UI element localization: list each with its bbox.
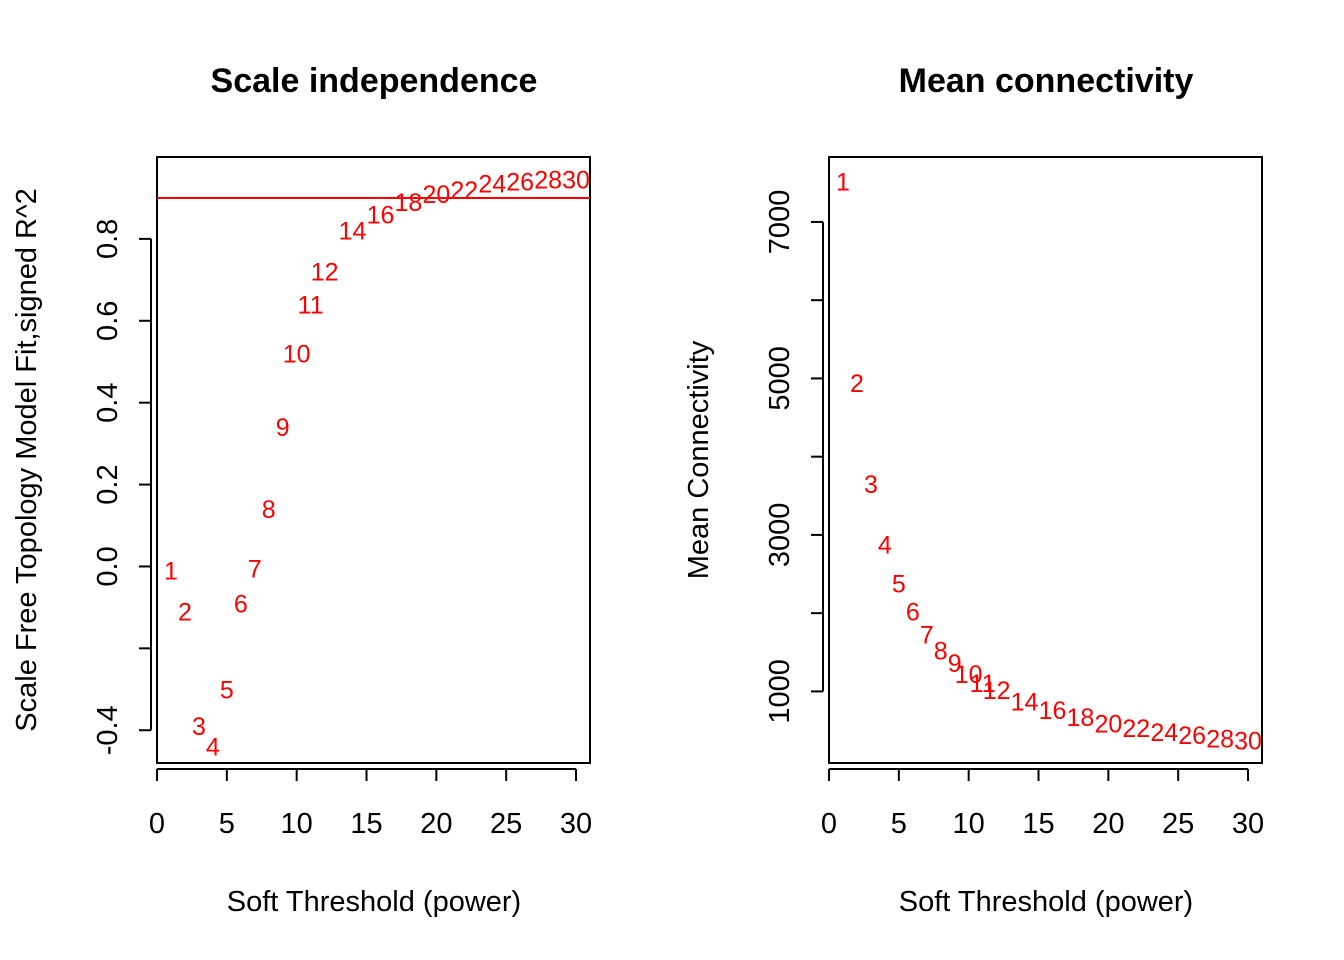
data-point-label: 26: [506, 169, 534, 197]
data-point-label: 7: [920, 621, 934, 649]
y-tick-label: 0.8: [92, 219, 124, 259]
x-tick-label: 0: [149, 808, 165, 840]
x-tick-label: 25: [1162, 808, 1194, 840]
data-point-label: 9: [948, 650, 962, 678]
data-point-label: 30: [562, 167, 590, 195]
y-tick-label: 3000: [764, 503, 796, 568]
data-point-label: 26: [1178, 722, 1206, 750]
data-point-label: 20: [422, 181, 450, 209]
x-tick-label: 30: [560, 808, 592, 840]
y-tick-label: 7000: [764, 190, 796, 255]
data-point-label: 8: [934, 638, 948, 666]
x-tick-label: 15: [1022, 808, 1054, 840]
data-point-label: 8: [262, 496, 276, 524]
x-tick-label: 0: [821, 808, 837, 840]
x-tick-label: 5: [219, 808, 235, 840]
x-tick-label: 10: [281, 808, 313, 840]
data-point-label: 6: [234, 590, 248, 618]
data-point-label: 28: [534, 167, 562, 195]
data-point-label: 2: [178, 599, 192, 627]
data-point-label: 7: [248, 556, 262, 584]
data-point-label: 22: [450, 177, 478, 205]
data-point-label: 14: [1011, 689, 1039, 717]
data-point-label: 2: [850, 370, 864, 398]
x-tick-label: 15: [350, 808, 382, 840]
data-point-label: 9: [276, 414, 290, 442]
data-point-label: 14: [339, 218, 367, 246]
data-point-label: 5: [892, 570, 906, 598]
x-tick-label: 10: [953, 808, 985, 840]
x-tick-label: 20: [1092, 808, 1124, 840]
data-point-label: 16: [1039, 697, 1067, 725]
plot-frame: [156, 156, 591, 764]
data-point-label: 18: [1067, 704, 1095, 732]
data-point-label: 4: [878, 531, 892, 559]
y-tick-label: 0.6: [92, 301, 124, 341]
x-tick-label: 5: [891, 808, 907, 840]
data-point-label: 10: [283, 341, 311, 369]
data-point-label: 22: [1122, 715, 1150, 743]
plot-frame: [828, 156, 1263, 764]
y-tick-label: 0.2: [92, 464, 124, 504]
data-point-label: 6: [906, 599, 920, 627]
y-tick-label: 5000: [764, 346, 796, 411]
data-point-label: 11: [298, 291, 324, 319]
data-point-label: 1: [836, 168, 850, 196]
data-point-label: 11: [970, 670, 996, 698]
data-point-label: 18: [395, 189, 423, 217]
data-point-label: 1: [164, 558, 178, 586]
y-tick-label: 0.4: [92, 383, 124, 423]
x-tick-label: 30: [1232, 808, 1264, 840]
x-axis-label: Soft Threshold (power): [899, 886, 1193, 918]
x-tick-label: 20: [420, 808, 452, 840]
data-point-label: 12: [983, 677, 1011, 705]
y-tick-label: 1000: [764, 659, 796, 724]
data-point-label: 28: [1206, 725, 1234, 753]
data-point-label: 24: [478, 171, 506, 199]
mean-connectivity-panel: Mean connectivity Soft Threshold (power)…: [683, 62, 1264, 918]
data-point-label: 12: [311, 259, 339, 287]
data-point-label: 5: [220, 676, 234, 704]
x-tick-label: 25: [490, 808, 522, 840]
data-point-label: 3: [192, 713, 206, 741]
data-point-label: 4: [206, 734, 220, 762]
scale-independence-panel: Scale independence Soft Threshold (power…: [11, 62, 592, 918]
y-axis-label: Mean Connectivity: [683, 340, 715, 579]
y-tick-label: -0.4: [92, 705, 124, 755]
y-axis-label: Scale Free Topology Model Fit,signed R^2: [11, 188, 43, 731]
data-point-label: 16: [367, 201, 395, 229]
x-axis-label: Soft Threshold (power): [227, 886, 521, 918]
data-point-label: 20: [1094, 710, 1122, 738]
data-point-label: 10: [955, 661, 983, 689]
chart-title: Scale independence: [211, 62, 538, 100]
y-tick-label: 0.0: [92, 546, 124, 586]
data-point-label: 3: [864, 471, 878, 499]
data-point-label: 30: [1234, 728, 1262, 756]
chart-title: Mean connectivity: [899, 62, 1194, 100]
data-point-label: 24: [1150, 719, 1178, 747]
axis-ticks: 0 5 10 15 20 25 30-0.40.00.20.40.60.8: [92, 219, 592, 840]
